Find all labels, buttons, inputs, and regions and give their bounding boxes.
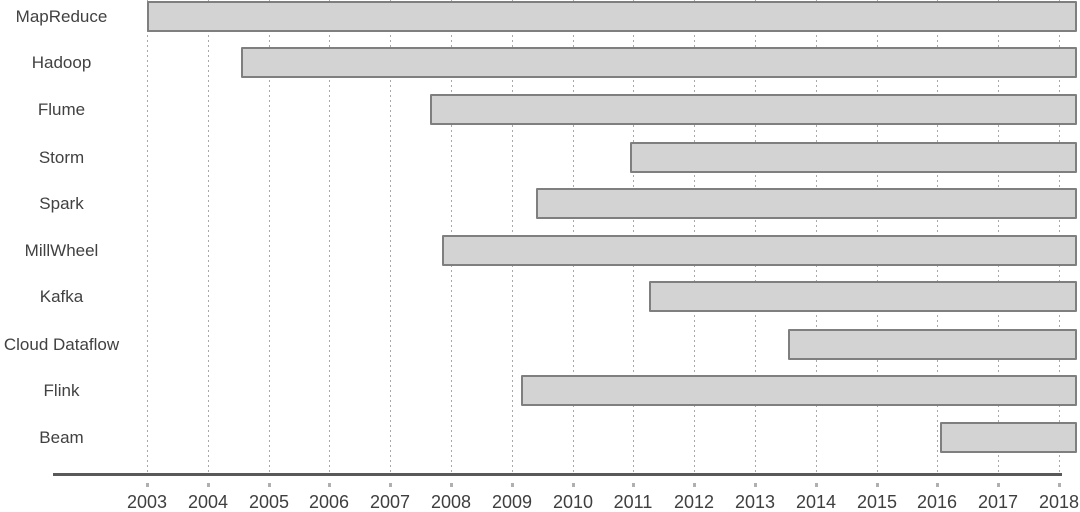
gantt-bar-hadoop	[241, 47, 1077, 78]
row-label-flink: Flink	[43, 380, 80, 400]
x-axis-label-2013: 2013	[734, 492, 776, 512]
x-axis-label-2003: 2003	[126, 492, 168, 512]
gridline-2006	[329, 0, 330, 473]
row-label-millwheel: MillWheel	[24, 240, 99, 260]
x-axis-tick-2018	[1058, 483, 1061, 487]
x-axis-tick-2008	[450, 483, 453, 487]
x-axis-tick-2015	[876, 483, 879, 487]
gantt-bar-millwheel	[442, 235, 1077, 266]
row-label-hadoop: Hadoop	[31, 52, 92, 72]
x-axis-tick-2007	[389, 483, 392, 487]
x-axis-label-2012: 2012	[673, 492, 715, 512]
gridline-2007	[390, 0, 391, 473]
x-axis-tick-2003	[146, 483, 149, 487]
x-axis-tick-2014	[815, 483, 818, 487]
gridline-2005	[269, 0, 270, 473]
gantt-bar-flume	[430, 94, 1077, 125]
x-axis-tick-2011	[632, 483, 635, 487]
x-axis-label-2011: 2011	[613, 492, 653, 512]
gantt-bar-kafka	[649, 281, 1077, 312]
x-axis-label-2017: 2017	[977, 492, 1019, 512]
x-axis-tick-2004	[207, 483, 210, 487]
x-axis-line	[53, 473, 1062, 476]
x-axis-tick-2010	[572, 483, 575, 487]
x-axis-label-2008: 2008	[430, 492, 472, 512]
row-label-mapreduce: MapReduce	[15, 6, 108, 26]
row-label-beam: Beam	[39, 427, 84, 447]
x-axis-label-2006: 2006	[308, 492, 350, 512]
x-axis-label-2007: 2007	[369, 492, 411, 512]
x-axis-tick-2016	[936, 483, 939, 487]
x-axis-tick-2013	[754, 483, 757, 487]
gantt-bar-flink	[521, 375, 1077, 406]
x-axis-label-2014: 2014	[795, 492, 837, 512]
x-axis-label-2016: 2016	[916, 492, 958, 512]
x-axis-label-2004: 2004	[187, 492, 229, 512]
row-label-flume: Flume	[37, 99, 86, 119]
x-axis-label-2009: 2009	[491, 492, 533, 512]
x-axis-label-2010: 2010	[552, 492, 594, 512]
gantt-bar-storm	[630, 142, 1077, 173]
x-axis-label-2005: 2005	[248, 492, 290, 512]
row-label-cloud-dataflow: Cloud Dataflow	[3, 334, 120, 354]
gantt-bar-spark	[536, 188, 1077, 219]
x-axis-label-2018: 2018	[1038, 492, 1080, 512]
gantt-bar-beam	[940, 422, 1077, 453]
gridline-2003	[147, 0, 148, 473]
x-axis-tick-2005	[268, 483, 271, 487]
x-axis-tick-2006	[328, 483, 331, 487]
gantt-bar-mapreduce	[147, 1, 1077, 32]
x-axis-label-2015: 2015	[856, 492, 898, 512]
gantt-bar-cloud-dataflow	[788, 329, 1077, 360]
gridline-2004	[208, 0, 209, 473]
x-axis-tick-2017	[997, 483, 1000, 487]
row-label-kafka: Kafka	[39, 286, 84, 306]
x-axis-tick-2009	[511, 483, 514, 487]
row-label-storm: Storm	[38, 147, 85, 167]
row-label-spark: Spark	[39, 193, 84, 213]
x-axis-tick-2012	[693, 483, 696, 487]
